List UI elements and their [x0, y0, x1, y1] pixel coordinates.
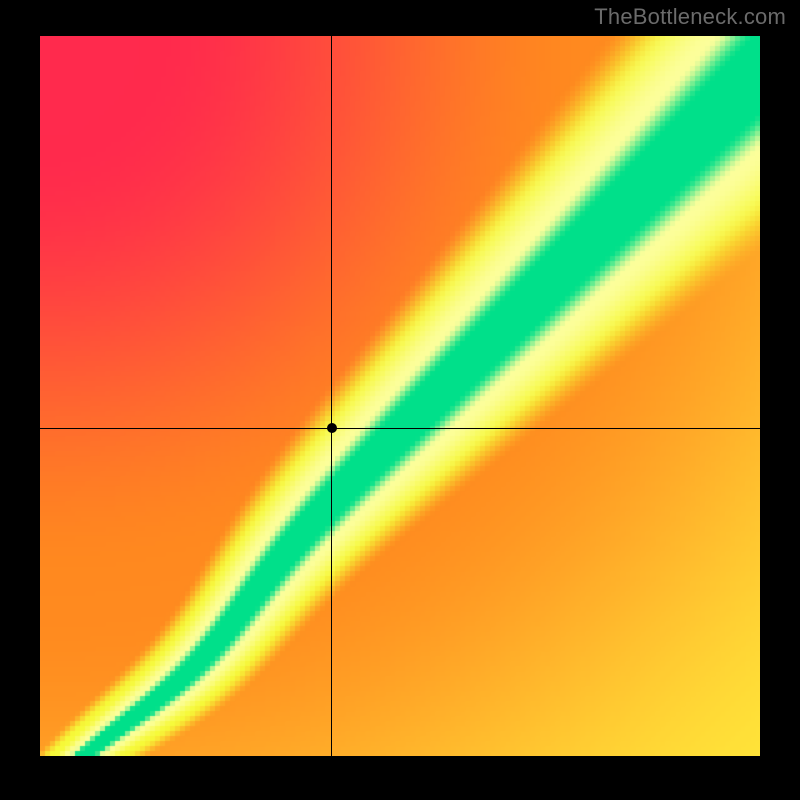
crosshair-dot [327, 423, 337, 433]
heatmap-plot [40, 36, 760, 756]
chart-container: TheBottleneck.com [0, 0, 800, 800]
crosshair-horizontal [40, 428, 760, 429]
crosshair-vertical [331, 36, 332, 756]
watermark-text: TheBottleneck.com [594, 4, 786, 30]
